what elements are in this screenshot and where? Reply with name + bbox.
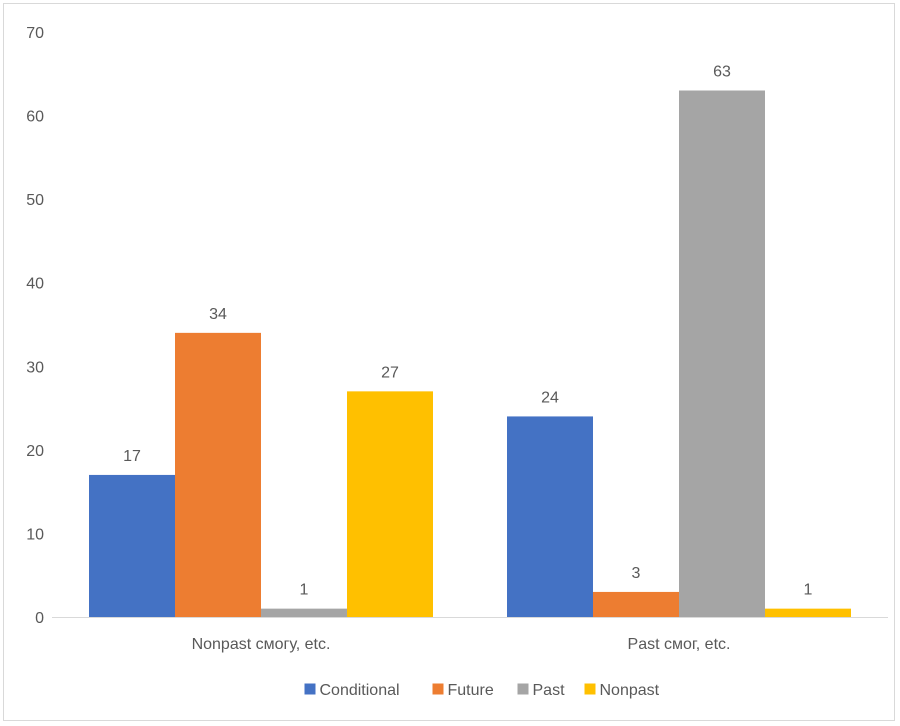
- legend-label-conditional: Conditional: [320, 682, 400, 699]
- data-label: 34: [209, 306, 227, 323]
- bar-future-2: [593, 591, 679, 617]
- y-tick-label: 70: [26, 25, 44, 42]
- y-tick-label: 20: [26, 443, 44, 460]
- x-category-label: Past смог, etc.: [628, 636, 731, 653]
- y-tick-label: 10: [26, 526, 44, 543]
- y-tick-label: 50: [26, 192, 44, 209]
- legend: Conditional Future Past Nonpast: [304, 682, 660, 699]
- bar-nonpast-1: [347, 391, 433, 617]
- legend-swatch-conditional: [304, 683, 316, 695]
- bar-nonpast-2: [765, 608, 851, 617]
- y-tick-label: 30: [26, 359, 44, 376]
- x-axis-categories: Nonpast смогу, etc. Past смог, etc.: [192, 636, 731, 653]
- legend-swatch-future: [432, 683, 444, 695]
- legend-swatch-nonpast: [584, 683, 596, 695]
- data-label: 63: [713, 64, 731, 81]
- bar-past-2: [679, 90, 765, 617]
- legend-swatch-past: [517, 683, 529, 695]
- legend-label-nonpast: Nonpast: [600, 682, 660, 699]
- data-label: 27: [381, 364, 399, 381]
- y-tick-label: 40: [26, 276, 44, 293]
- bar-past-1: [261, 608, 347, 617]
- data-label: 1: [300, 582, 309, 599]
- legend-label-future: Future: [448, 682, 494, 699]
- legend-label-past: Past: [533, 682, 566, 699]
- y-tick-label: 60: [26, 109, 44, 126]
- y-axis-ticks: 0 10 20 30 40 50 60 70: [26, 25, 44, 627]
- data-label: 3: [632, 565, 641, 582]
- bar-conditional-1: [89, 474, 175, 617]
- data-label: 17: [123, 448, 141, 465]
- data-label: 1: [804, 582, 813, 599]
- bar-conditional-2: [507, 416, 593, 617]
- bar-future-1: [175, 332, 261, 617]
- data-label: 24: [541, 389, 559, 406]
- bars: [89, 90, 851, 617]
- data-labels: 17 34 1 27 24 3 63 1: [123, 64, 812, 599]
- x-category-label: Nonpast смогу, etc.: [192, 636, 331, 653]
- y-tick-label: 0: [35, 610, 44, 627]
